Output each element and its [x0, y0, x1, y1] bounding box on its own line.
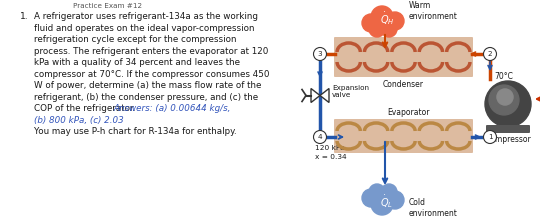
Circle shape: [483, 47, 496, 60]
Text: Practice Exam #12: Practice Exam #12: [73, 3, 143, 9]
Circle shape: [369, 21, 385, 37]
Circle shape: [371, 6, 393, 28]
Text: 4: 4: [318, 134, 322, 140]
Text: A refrigerator uses refrigerant-134a as the working: A refrigerator uses refrigerant-134a as …: [34, 12, 258, 21]
Text: You may use P-h chart for R-134a for enthalpy.: You may use P-h chart for R-134a for ent…: [34, 127, 237, 136]
FancyBboxPatch shape: [334, 119, 473, 153]
Text: 1.: 1.: [20, 12, 29, 21]
Text: refrigeration cycle except for the compression: refrigeration cycle except for the compr…: [34, 35, 237, 44]
Circle shape: [386, 191, 404, 209]
Text: Answers: (a) 0.00644 kg/s,: Answers: (a) 0.00644 kg/s,: [113, 104, 231, 113]
Text: Condenser: Condenser: [383, 80, 424, 89]
Text: 3: 3: [318, 51, 322, 57]
Text: $\dot{Q}_H$: $\dot{Q}_H$: [380, 11, 394, 28]
Circle shape: [314, 131, 327, 144]
Circle shape: [485, 81, 531, 127]
Circle shape: [483, 131, 496, 144]
Text: (b) 800 kPa, (c) 2.03: (b) 800 kPa, (c) 2.03: [34, 116, 124, 125]
Polygon shape: [320, 88, 329, 103]
Text: 120 kPa: 120 kPa: [315, 145, 345, 151]
Circle shape: [362, 189, 380, 207]
Text: Warm
environment: Warm environment: [409, 1, 458, 21]
FancyBboxPatch shape: [486, 125, 530, 133]
Text: x = 0.34: x = 0.34: [315, 154, 347, 160]
Circle shape: [381, 21, 397, 37]
Text: $\dot{Q}_L$: $\dot{Q}_L$: [381, 194, 394, 211]
Text: refrigerant, (b) the condenser pressure, and (c) the: refrigerant, (b) the condenser pressure,…: [34, 93, 258, 101]
Text: 2: 2: [488, 51, 492, 57]
Text: process. The refrigerant enters the evaporator at 120: process. The refrigerant enters the evap…: [34, 47, 268, 56]
Text: 1: 1: [488, 134, 492, 140]
Text: Compressor: Compressor: [485, 135, 531, 144]
Text: COP of the refrigerator.: COP of the refrigerator.: [34, 104, 138, 113]
Text: kPa with a quality of 34 percent and leaves the: kPa with a quality of 34 percent and lea…: [34, 58, 240, 67]
Text: Cold
environment: Cold environment: [409, 198, 458, 218]
Circle shape: [489, 85, 519, 115]
Circle shape: [314, 47, 327, 60]
Text: W of power, determine (a) the mass flow rate of the: W of power, determine (a) the mass flow …: [34, 81, 261, 90]
Circle shape: [497, 89, 513, 105]
Text: Expansion
valve: Expansion valve: [332, 85, 369, 98]
Circle shape: [362, 14, 380, 32]
Text: Evaporator: Evaporator: [387, 108, 430, 117]
FancyBboxPatch shape: [334, 37, 473, 77]
Circle shape: [369, 184, 385, 200]
Text: 70°C: 70°C: [494, 71, 513, 80]
Text: compressor at 70°C. If the compressor consumes 450: compressor at 70°C. If the compressor co…: [34, 69, 269, 78]
Text: fluid and operates on the ideal vapor-compression: fluid and operates on the ideal vapor-co…: [34, 24, 254, 32]
Circle shape: [386, 12, 404, 30]
Polygon shape: [311, 88, 320, 103]
Circle shape: [381, 184, 397, 200]
Circle shape: [371, 193, 393, 215]
